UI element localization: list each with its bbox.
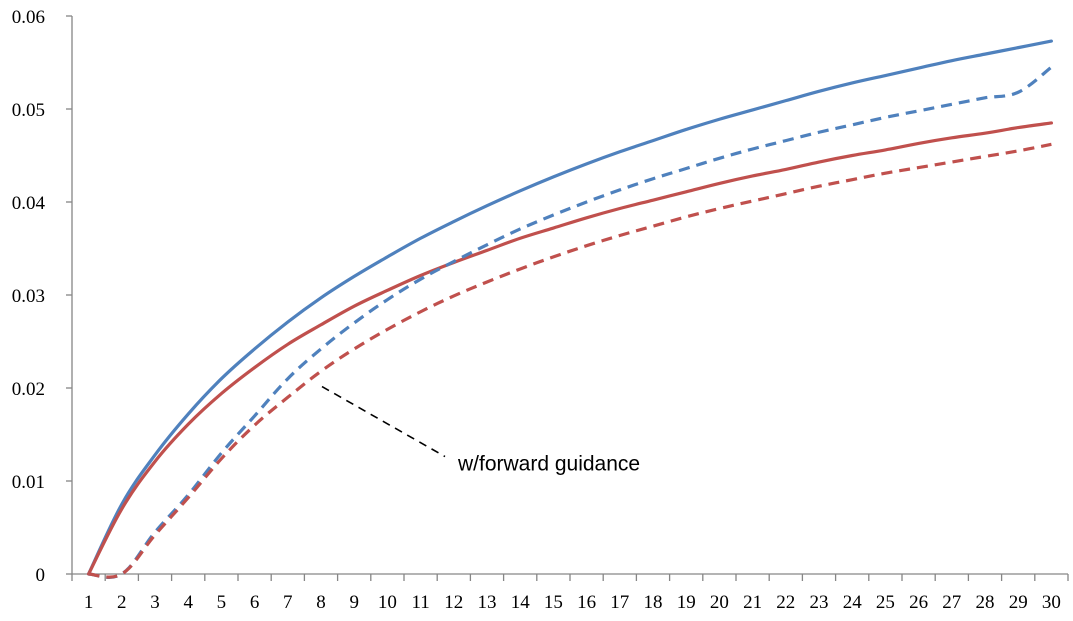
- x-tick-label: 10: [378, 592, 397, 613]
- x-tick-label: 15: [544, 592, 563, 613]
- x-tick-label: 14: [511, 592, 531, 613]
- series-line-1-solid: [87, 39, 1053, 576]
- x-tick-label: 7: [283, 592, 293, 613]
- x-tick-label: 1: [84, 592, 94, 613]
- x-tick-label: 27: [942, 592, 961, 613]
- series-line-3-dashed: [88, 65, 1053, 579]
- x-tick-label: 2: [117, 592, 127, 613]
- x-tick-label: 16: [577, 592, 596, 613]
- x-tick-label: 9: [349, 592, 359, 613]
- x-tick-label: 18: [644, 592, 663, 613]
- x-tick-label: 6: [250, 592, 260, 613]
- x-tick-label: 22: [776, 592, 795, 613]
- x-tick-label: 8: [316, 592, 326, 613]
- x-tick-label: 25: [876, 592, 895, 613]
- x-tick-label: 17: [610, 592, 629, 613]
- y-tick-label: 0.03: [12, 286, 45, 307]
- x-tick-label: 19: [677, 592, 696, 613]
- y-tick-label: 0.05: [12, 100, 45, 121]
- x-tick-label: 24: [843, 592, 863, 613]
- x-tick-label: 28: [976, 592, 995, 613]
- y-tick-label: 0.06: [12, 7, 45, 28]
- x-tick-label: 13: [478, 592, 497, 613]
- x-tick-label: 26: [909, 592, 928, 613]
- annotation-label: w/forward guidance: [457, 453, 640, 476]
- annotation-layer: w/forward guidance: [321, 385, 640, 476]
- axes-layer: 00.010.020.030.040.050.061 2 3 4 5 6 7 8 9 10 11 12…: [12, 7, 1069, 613]
- y-tick-label: 0.02: [12, 379, 45, 400]
- series-line-2-solid: [87, 121, 1053, 576]
- annotation-leader-line: [321, 385, 446, 458]
- x-tick-label: 30: [1042, 592, 1061, 613]
- series-line-4-dashed: [88, 142, 1052, 579]
- x-tick-label: 29: [1009, 592, 1028, 613]
- x-tick-label: 4: [183, 592, 193, 613]
- x-tick-label: 11: [411, 592, 429, 613]
- x-tick-label: 12: [444, 592, 463, 613]
- y-tick-label: 0: [36, 565, 46, 586]
- y-tick-label: 0.04: [12, 193, 46, 214]
- x-tick-label: 5: [217, 592, 227, 613]
- y-tick-label: 0.01: [12, 472, 45, 493]
- x-tick-label: 23: [810, 592, 829, 613]
- x-tick-label: 21: [743, 592, 762, 613]
- x-tick-label: 20: [710, 592, 729, 613]
- series-layer: [87, 39, 1053, 579]
- x-tick-label: 3: [150, 592, 160, 613]
